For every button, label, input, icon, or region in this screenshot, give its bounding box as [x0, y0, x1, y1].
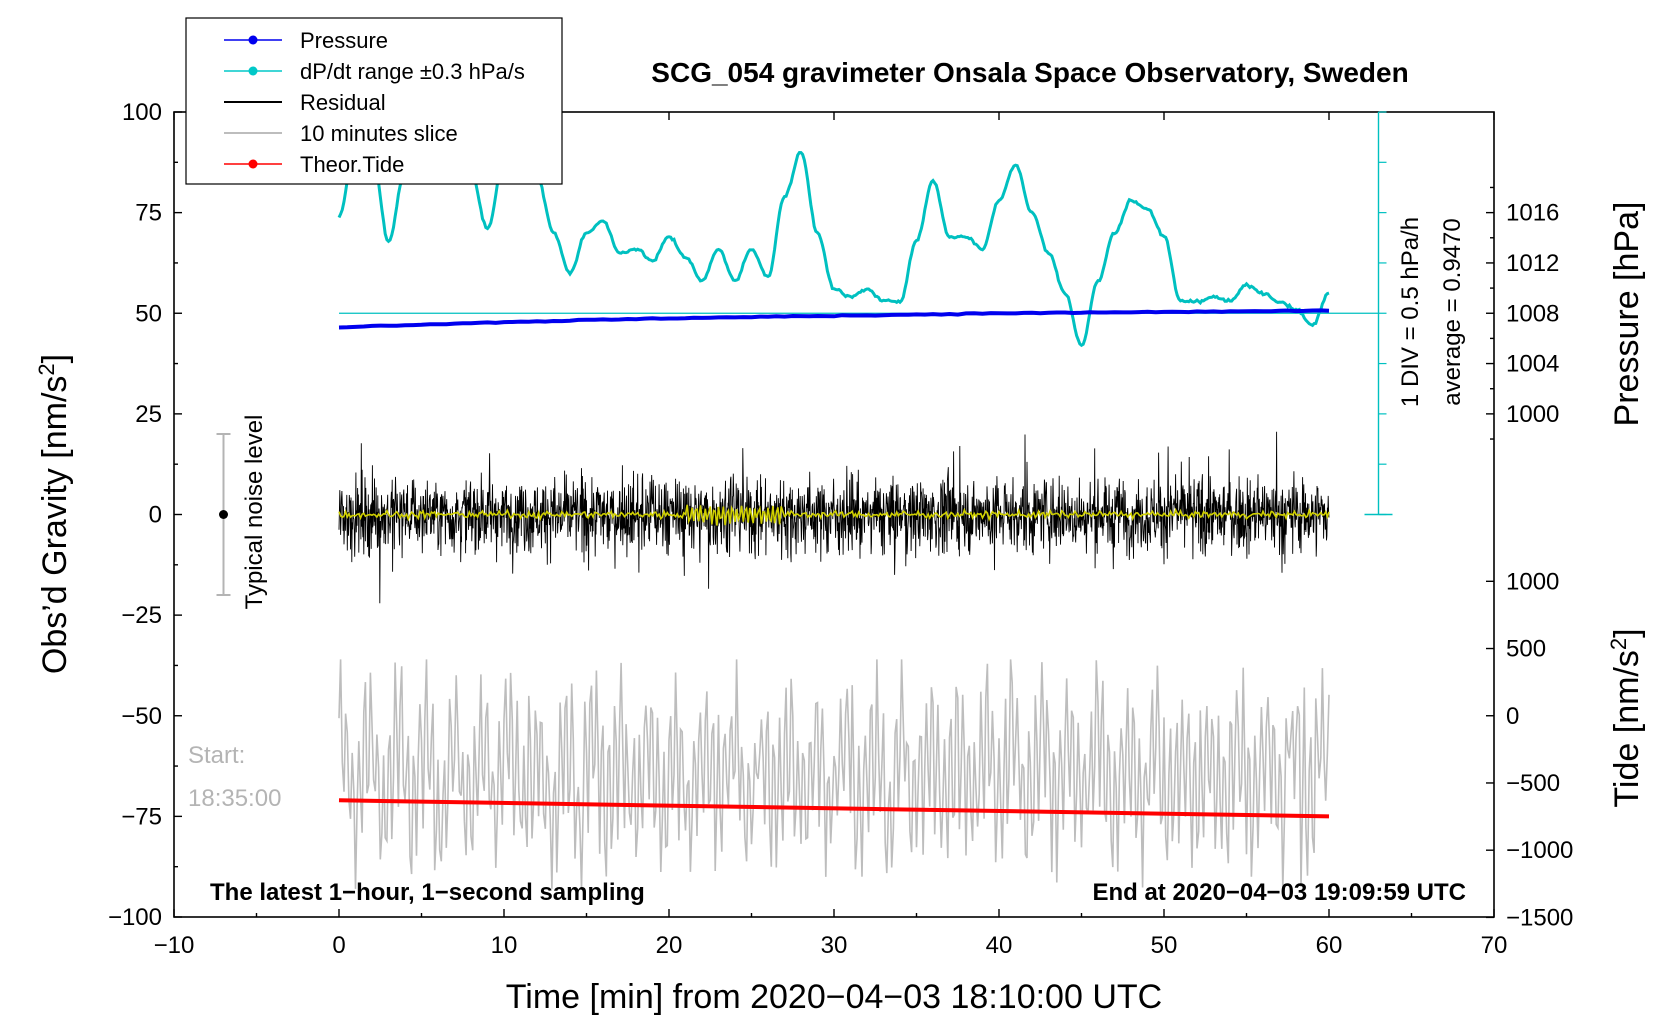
- pressure-tick-label: 1004: [1506, 351, 1559, 378]
- x-tick-label: 40: [986, 932, 1013, 959]
- legend-marker-dpdt: [248, 66, 258, 76]
- tide-tick-label: −1500: [1506, 904, 1573, 931]
- y-axis-label-gravity-sup: 2: [34, 363, 59, 375]
- legend-marker-tide: [248, 159, 258, 169]
- pressure-tick-label: 1000: [1506, 401, 1559, 428]
- y-tick-label-left: 100: [122, 99, 162, 126]
- y-tick-label-left: −100: [108, 904, 162, 931]
- pressure-layer: [338, 308, 1330, 330]
- legend-label-tide: Theor.Tide: [300, 152, 404, 177]
- legend-label-dpdt: dP/dt range ±0.3 hPa/s: [300, 59, 525, 84]
- residual-layer: [338, 431, 1330, 604]
- legend-marker-pressure: [248, 35, 258, 45]
- tide-tick-label: −500: [1506, 770, 1560, 797]
- pressure-scale-layer: [1364, 111, 1393, 516]
- y-axis-label-tide: Tide [nm/s2]: [1606, 628, 1646, 807]
- y-axis-label-pressure: Pressure [hPa]: [1608, 202, 1646, 427]
- bottom-left-note: The latest 1−hour, 1−second sampling: [210, 879, 645, 906]
- x-tick-label: 30: [821, 932, 848, 959]
- x-tick-label: 60: [1316, 932, 1343, 959]
- legend-label-pressure: Pressure: [300, 28, 388, 53]
- x-axis-label: Time [min] from 2020−04−03 18:10:00 UTC: [506, 978, 1162, 1016]
- pressure-line: [338, 308, 1330, 330]
- y-axis-label-tide-sup: 2: [1606, 638, 1631, 650]
- pressure-average-label: average = 0.9470: [1439, 218, 1466, 406]
- start-time: 18:35:00: [188, 785, 281, 812]
- legend-label-residual: Residual: [300, 90, 386, 115]
- tide-layer: [338, 798, 1330, 819]
- slice-line: [338, 659, 1330, 889]
- start-label: Start:: [188, 742, 245, 769]
- x-tick-label: −10: [154, 932, 195, 959]
- x-tick-label: 20: [656, 932, 683, 959]
- chart-title: SCG_054 gravimeter Onsala Space Observat…: [651, 57, 1408, 88]
- residual-line: [338, 431, 1330, 604]
- x-tick-label: 50: [1151, 932, 1178, 959]
- tide-line: [338, 798, 1330, 819]
- y-tick-label-left: 0: [149, 502, 162, 529]
- y-axis-label-tide-close: ]: [1608, 628, 1646, 637]
- y-axis-label-tide-text: Tide [nm/s: [1608, 650, 1646, 807]
- x-tick-label: 10: [491, 932, 518, 959]
- tide-tick-label: −1000: [1506, 837, 1573, 864]
- y-tick-label-left: 75: [135, 200, 162, 227]
- pressure-division-label: 1 DIV = 0.5 hPa/h: [1397, 217, 1424, 407]
- tide-tick-label: 0: [1506, 703, 1519, 730]
- y-tick-label-left: −75: [121, 803, 162, 830]
- y-tick-label-left: 50: [135, 300, 162, 327]
- tide-tick-label: 500: [1506, 636, 1546, 663]
- bottom-right-note: End at 2020−04−03 19:09:59 UTC: [1092, 879, 1466, 906]
- y-tick-label-left: −50: [121, 703, 162, 730]
- legend-label-slice: 10 minutes slice: [300, 121, 458, 146]
- pressure-tick-label: 1008: [1506, 300, 1559, 327]
- slice-layer: [338, 659, 1330, 889]
- axes-layer: −10 0 10 20 30 40 50 60 70−100−75−50−25025507510…: [108, 99, 1573, 959]
- y-axis-label-gravity-close: ]: [36, 354, 74, 363]
- tide-tick-label: 1000: [1506, 568, 1559, 595]
- y-tick-label-left: 25: [135, 401, 162, 428]
- noise-bar-center: [219, 510, 228, 519]
- x-tick-label: 70: [1481, 932, 1508, 959]
- legend: Pressure dP/dt range ±0.3 hPa/s Residual…: [185, 17, 563, 185]
- y-axis-label-gravity: Obs’d Gravity [nm/s2]: [34, 354, 74, 674]
- y-tick-label-left: −25: [121, 602, 162, 629]
- dpdt-line: [337, 117, 1330, 348]
- x-tick-label: 0: [332, 932, 345, 959]
- y-axis-label-gravity-text: Obs’d Gravity [nm/s: [36, 376, 74, 675]
- pressure-tick-label: 1012: [1506, 250, 1559, 277]
- residual-mean-line: [338, 504, 1330, 526]
- noise-level-label: Typical noise level: [241, 415, 268, 610]
- noise-bar-layer: [216, 433, 231, 596]
- pressure-tick-label: 1016: [1506, 200, 1559, 227]
- residual-mean-layer: [338, 504, 1330, 526]
